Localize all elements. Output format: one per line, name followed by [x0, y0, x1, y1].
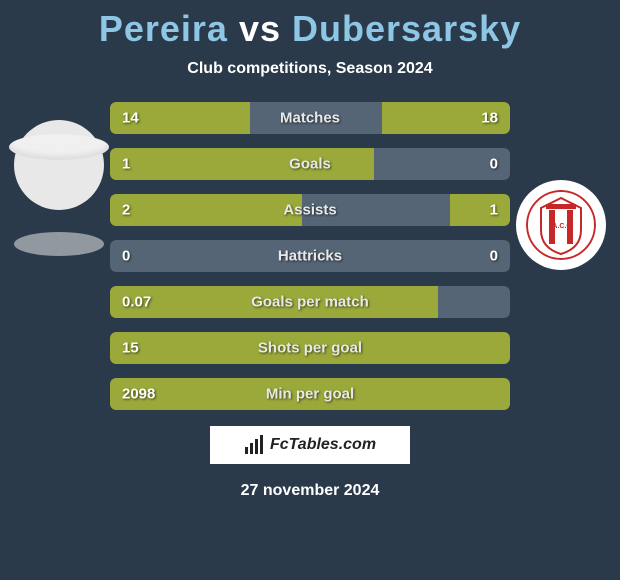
stat-row: Goals per match 0.07	[110, 286, 510, 318]
stat-row: Hattricks 0 0	[110, 240, 510, 272]
bar-left-fill	[110, 148, 374, 180]
bar-left-fill	[110, 194, 302, 226]
vs-text: vs	[239, 8, 281, 49]
stat-value-left: 2	[122, 202, 130, 219]
club-badge-icon: I.A.C.C.	[526, 190, 596, 260]
badge-text: I.A.C.C.	[549, 223, 574, 230]
stats-bars: Matches1418Goals10Assists21Hattricks00Go…	[110, 102, 510, 410]
stat-row: Assists 2 1	[110, 194, 510, 226]
stat-value-right: 18	[481, 110, 498, 127]
stat-value-left: 14	[122, 110, 139, 127]
logo-text: FcTables.com	[270, 436, 376, 454]
stat-value-right: 0	[490, 248, 498, 265]
avatar-placeholder-shape	[9, 134, 109, 160]
fctables-logo: FcTables.com	[210, 426, 410, 464]
stat-value-left: 0.07	[122, 294, 151, 311]
stat-row: Shots per goal 15	[110, 332, 510, 364]
stat-value-right: 0	[490, 156, 498, 173]
player1-avatar	[14, 120, 104, 210]
stat-value-left: 0	[122, 248, 130, 265]
stat-label: Assists	[283, 202, 336, 219]
stat-value-left: 15	[122, 340, 139, 357]
bar-right-fill	[450, 194, 510, 226]
stat-label: Goals	[289, 156, 331, 173]
stat-value-left: 2098	[122, 386, 155, 403]
stat-value-left: 1	[122, 156, 130, 173]
stat-label: Min per goal	[266, 386, 354, 403]
stat-label: Matches	[280, 110, 340, 127]
logo-bars-icon	[244, 435, 264, 455]
player2-name: Dubersarsky	[292, 8, 521, 49]
subtitle: Club competitions, Season 2024	[0, 60, 620, 78]
stat-row: Min per goal 2098	[110, 378, 510, 410]
page-title: Pereira vs Dubersarsky	[0, 0, 620, 50]
stat-label: Shots per goal	[258, 340, 362, 357]
player2-club-badge: I.A.C.C.	[516, 180, 606, 270]
stat-value-right: 1	[490, 202, 498, 219]
player1-name: Pereira	[99, 8, 228, 49]
stat-row: Goals 1 0	[110, 148, 510, 180]
stat-label: Hattricks	[278, 248, 342, 265]
footer-date: 27 november 2024	[0, 482, 620, 500]
stat-label: Goals per match	[251, 294, 369, 311]
avatar-shadow	[14, 232, 104, 256]
stat-row: Matches 14 18	[110, 102, 510, 134]
